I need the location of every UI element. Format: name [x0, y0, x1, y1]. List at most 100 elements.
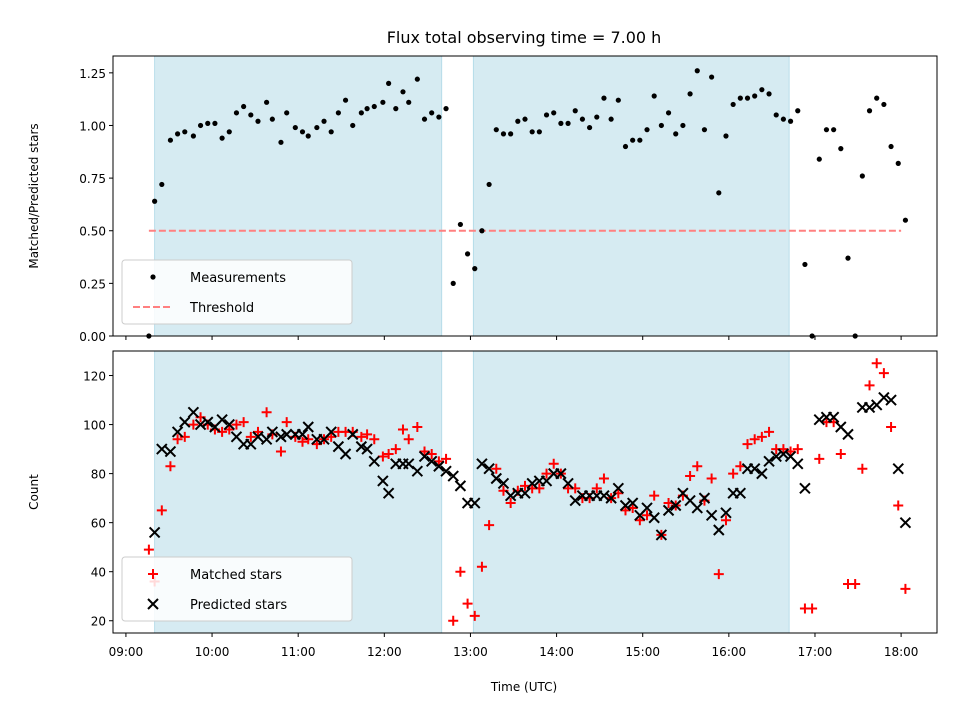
predicted-star-point: [748, 462, 761, 475]
predicted-star-point: [777, 448, 790, 460]
matched-star-point: [419, 446, 430, 457]
measurement-point: [457, 221, 464, 228]
matched-star-point: [261, 407, 272, 418]
measurement-point: [881, 101, 887, 108]
measurement-point: [859, 173, 865, 179]
legend-entry-label: Threshold: [189, 301, 254, 316]
matched-star-point: [238, 417, 249, 428]
measurement-point: [579, 116, 586, 122]
predicted-star-point: [260, 433, 273, 445]
matched-star-point: [598, 473, 609, 484]
measurement-point: [608, 116, 614, 122]
matched-star-point: [297, 436, 308, 447]
x-tick-label: 10:00: [195, 645, 230, 659]
legend-entry-label: Matched stars: [190, 568, 282, 583]
legend-measurement-marker: [150, 274, 156, 280]
predicted-star-point: [626, 497, 639, 509]
measurement-point: [622, 143, 629, 150]
y-tick-label: 0.50: [79, 225, 106, 239]
measurement-point: [314, 124, 320, 131]
measurement-point: [190, 133, 196, 139]
predicted-star-point: [670, 499, 682, 512]
measurement-point: [766, 91, 772, 97]
x-tick-label: 11:00: [281, 645, 316, 659]
predicted-star-point: [763, 455, 775, 468]
measurement-point: [443, 106, 449, 112]
x-tick-label: 17:00: [798, 645, 833, 659]
measurement-point: [197, 122, 204, 129]
matched-star-point: [878, 368, 889, 379]
y-tick-label: 1.25: [79, 67, 106, 81]
x-tick-label: 13:00: [453, 645, 488, 659]
measurement-point: [464, 251, 471, 257]
predicted-star-point: [885, 394, 897, 406]
predicted-star-point: [605, 492, 617, 504]
measurement-point: [299, 129, 306, 135]
measurement-point: [630, 137, 636, 143]
matched-star-point: [871, 358, 882, 369]
measurement-point: [895, 160, 901, 166]
measurement-point: [551, 110, 557, 116]
predicted-star-point: [266, 426, 279, 438]
matched-star-point: [720, 515, 731, 526]
predicted-star-point: [454, 480, 467, 492]
matched-star-point: [390, 444, 401, 455]
measurement-point: [414, 76, 420, 82]
measurement-point: [723, 133, 729, 139]
measurement-point: [572, 108, 578, 114]
matched-star-point: [778, 444, 789, 455]
predicted-star-point: [302, 421, 314, 433]
y-tick-label: 0.25: [79, 277, 106, 291]
measurement-point: [565, 120, 571, 126]
measurement-point: [182, 129, 188, 135]
y-tick-label: 20: [91, 615, 106, 629]
predicted-star-point: [792, 458, 804, 470]
predicted-star-point: [433, 460, 445, 472]
measurement-point: [284, 110, 290, 116]
x-axis-ticks: 09:00 10:00 11:00 12:00 13:00 14:00 15:00 16:00…: [109, 336, 918, 659]
measurement-point: [358, 110, 364, 116]
predicted-star-point: [490, 472, 502, 485]
measurement-point: [795, 108, 801, 114]
predicted-star-point: [252, 431, 264, 443]
measurement-point: [205, 120, 211, 126]
predicted-star-point: [756, 467, 768, 480]
measurement-point: [472, 266, 478, 272]
predicted-star-point: [555, 467, 567, 480]
matched-star-point: [850, 578, 861, 589]
predicted-star-point: [497, 477, 510, 490]
matched-star-point: [814, 453, 825, 464]
legend-box: [121, 556, 353, 622]
measurement-point: [450, 280, 456, 286]
measurement-point: [321, 118, 327, 124]
predicted-star-point: [526, 477, 538, 490]
predicted-star-point: [447, 470, 459, 482]
matched-star-point: [476, 561, 487, 572]
measurement-point: [212, 120, 218, 126]
ratio-panel: 0.00 0.25 0.50 0.75 1.00 1.25 Matched/Predicte…: [27, 55, 938, 344]
predicted-star-point: [698, 492, 711, 504]
measurement-point: [536, 129, 542, 135]
matched-star-point: [807, 603, 818, 614]
y-tick-label: 60: [91, 517, 106, 531]
matched-star-point: [455, 566, 466, 577]
measurement-point: [874, 95, 880, 101]
predicted-star-point: [194, 418, 207, 431]
predicted-star-point: [483, 462, 495, 475]
matched-star-point: [172, 434, 183, 445]
measurement-point: [386, 80, 392, 86]
predicted-star-point: [280, 428, 293, 441]
matched-star-point: [448, 615, 459, 626]
matched-star-point: [383, 448, 394, 459]
predicted-star-point: [382, 487, 395, 499]
matched-star-point: [491, 463, 502, 474]
matched-star-point: [706, 473, 717, 484]
measurement-point: [436, 114, 442, 120]
y-axis-label: Count: [27, 474, 41, 510]
measurement-point: [651, 93, 657, 99]
matched-star-point: [649, 490, 660, 501]
measurement-point: [159, 181, 165, 188]
measurement-point: [500, 131, 507, 137]
measurement-point: [737, 95, 743, 101]
